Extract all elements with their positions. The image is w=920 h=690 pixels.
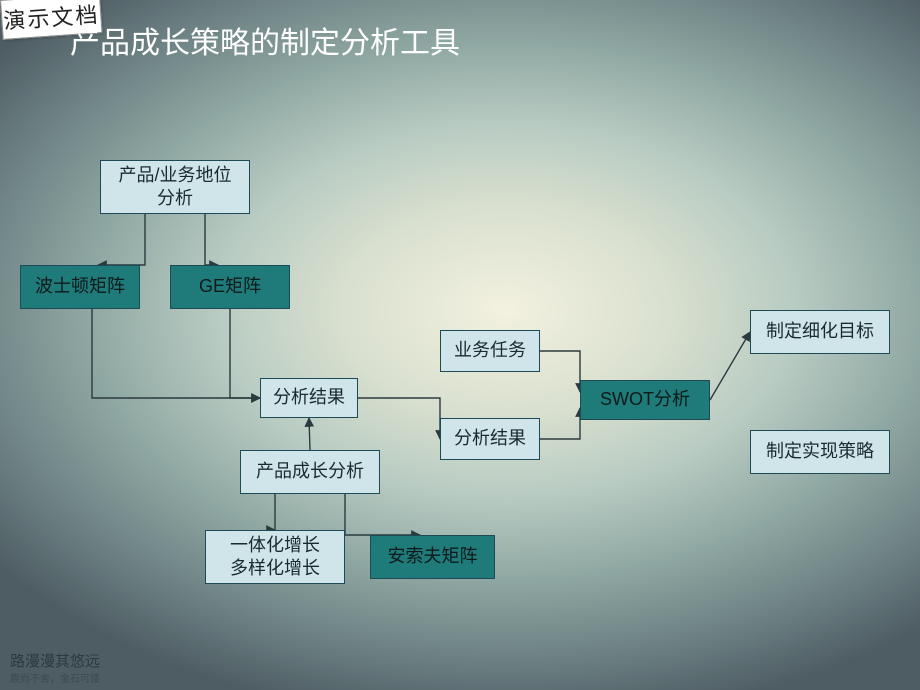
footer-line-1: 路漫漫其悠远	[10, 650, 100, 671]
edge-n2-n4	[92, 309, 260, 398]
edge-n9-n10	[540, 408, 580, 439]
footer-line-2: 鍥而不舍，金石可镂	[10, 670, 100, 685]
edge-n4-n9	[358, 398, 440, 439]
edge-n3-n4	[230, 309, 260, 398]
edge-n1-n3	[205, 214, 218, 265]
edge-n1-n2	[98, 214, 145, 265]
node-n3: GE矩阵	[170, 265, 290, 309]
node-n11: 制定细化目标	[750, 310, 890, 354]
node-n8: 业务任务	[440, 330, 540, 372]
node-n2: 波士顿矩阵	[20, 265, 140, 309]
node-n4: 分析结果	[260, 378, 358, 418]
node-n5: 产品成长分析	[240, 450, 380, 494]
edge-n8-n10	[540, 351, 580, 392]
node-n1: 产品/业务地位 分析	[100, 160, 250, 214]
node-n7: 安索夫矩阵	[370, 535, 495, 579]
slide-stage: 演示文档 产品成长策略的制定分析工具 产品/业务地位 分析波士顿矩阵GE矩阵分析…	[0, 0, 920, 690]
edge-n5-n7	[345, 494, 420, 535]
page-title: 产品成长策略的制定分析工具	[70, 18, 460, 62]
node-n6: 一体化增长 多样化增长	[205, 530, 345, 584]
node-n12: 制定实现策略	[750, 430, 890, 474]
edge-n5-n4	[309, 418, 310, 450]
node-n10: SWOT分析	[580, 380, 710, 420]
edge-n10-n11	[710, 332, 750, 400]
node-n9: 分析结果	[440, 418, 540, 460]
